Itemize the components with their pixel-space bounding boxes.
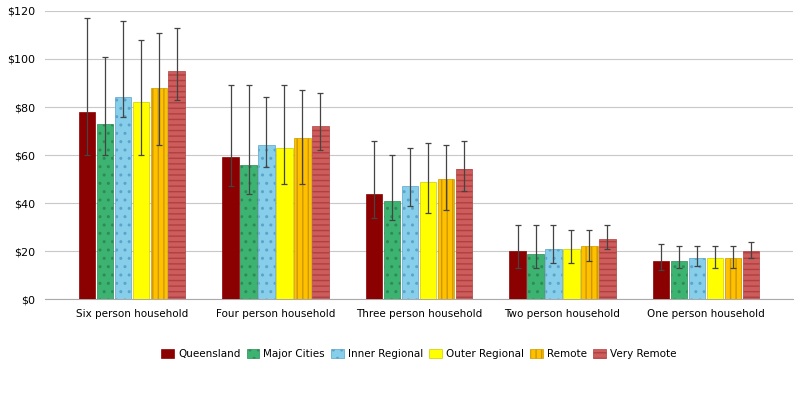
Bar	[222, 158, 239, 299]
Bar	[276, 148, 293, 299]
Bar	[653, 261, 670, 299]
Legend: Queensland, Major Cities, Inner Regional, Outer Regional, Remote, Very Remote: Queensland, Major Cities, Inner Regional…	[158, 345, 681, 363]
Bar	[402, 186, 418, 299]
Bar	[563, 249, 580, 299]
Bar	[312, 126, 329, 299]
Bar	[527, 253, 544, 299]
Bar	[258, 146, 274, 299]
Bar	[510, 251, 526, 299]
Bar	[133, 102, 149, 299]
Bar	[384, 201, 400, 299]
Bar	[114, 97, 131, 299]
Bar	[455, 170, 472, 299]
Bar	[670, 261, 687, 299]
Bar	[240, 165, 257, 299]
Bar	[97, 124, 114, 299]
Bar	[366, 194, 382, 299]
Bar	[725, 258, 741, 299]
Bar	[420, 182, 436, 299]
Bar	[79, 112, 95, 299]
Bar	[706, 258, 723, 299]
Bar	[294, 138, 310, 299]
Bar	[546, 249, 562, 299]
Bar	[438, 179, 454, 299]
Bar	[599, 239, 615, 299]
Bar	[169, 71, 185, 299]
Bar	[689, 258, 706, 299]
Bar	[742, 251, 759, 299]
Bar	[150, 88, 167, 299]
Bar	[581, 246, 598, 299]
